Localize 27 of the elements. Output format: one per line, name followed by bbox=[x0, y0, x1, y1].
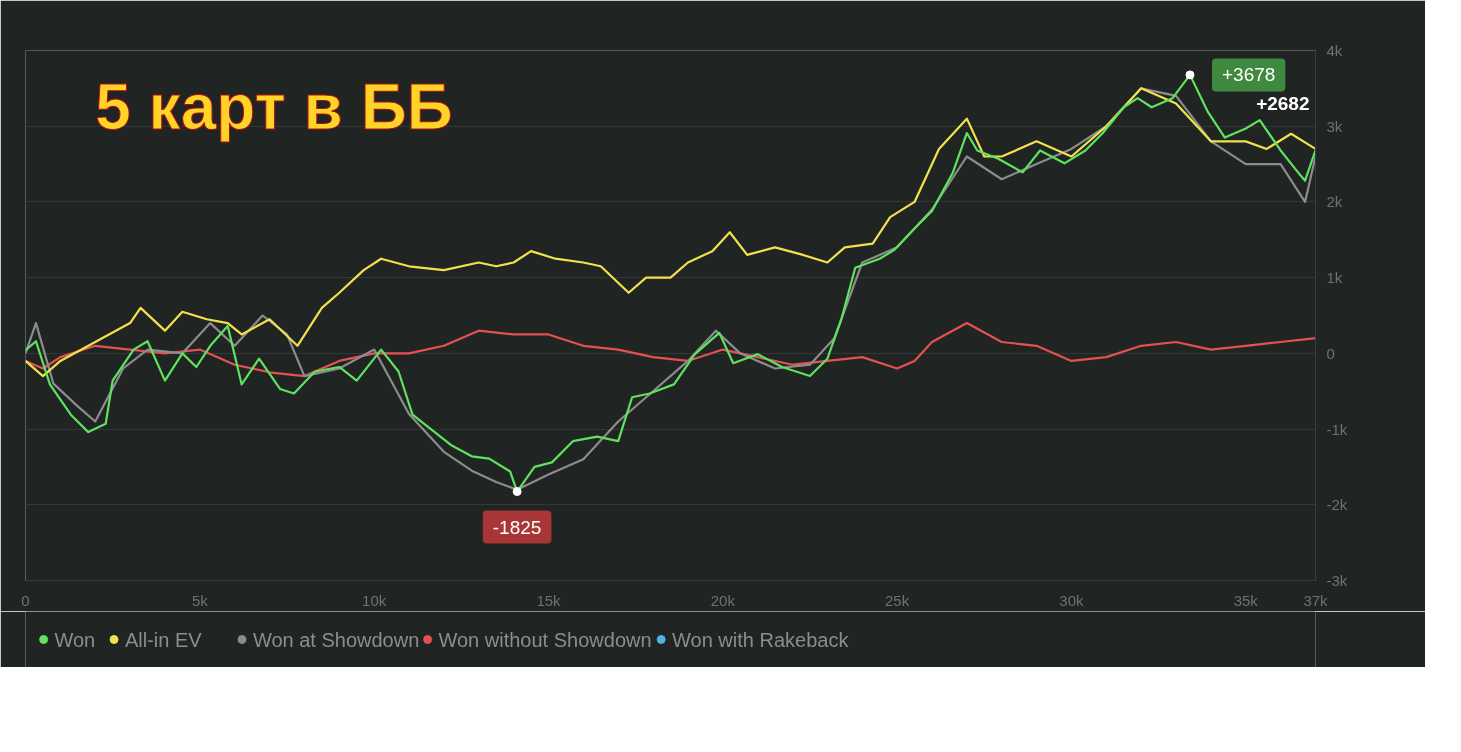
annotation: +3678 bbox=[1221, 64, 1276, 86]
legend-label: Won without Showdown bbox=[438, 628, 652, 651]
x-tick-label: 25k bbox=[885, 591, 910, 609]
y-tick-label: -3k bbox=[1326, 572, 1348, 589]
x-tick-label: 35k bbox=[1233, 591, 1259, 609]
x-tick-label: 10k bbox=[362, 591, 387, 609]
line-series bbox=[25, 321, 1316, 378]
y-tick-label: 3k bbox=[1326, 117, 1343, 135]
x-tick-label: 5k bbox=[191, 591, 209, 609]
x-tick-label: 20k bbox=[710, 591, 736, 609]
x-tick-label: 0 bbox=[21, 591, 30, 609]
legend-label: Won bbox=[54, 628, 96, 651]
y-tick-label: 2k bbox=[1326, 193, 1343, 211]
y-tick-label: 4k bbox=[1326, 42, 1343, 59]
y-tick-label: 0 bbox=[1326, 344, 1335, 362]
legend-label: Won with Rakeback bbox=[672, 628, 850, 651]
x-tick-label: 37k bbox=[1303, 591, 1329, 609]
y-tick-label: -1k bbox=[1326, 420, 1348, 438]
x-tick-label: 30k bbox=[1059, 591, 1085, 609]
annotation: +2682 bbox=[1256, 93, 1310, 115]
y-tick-label: -2k bbox=[1326, 496, 1348, 514]
x-tick-label: 15k bbox=[536, 591, 562, 609]
y-tick-label: 1k bbox=[1326, 269, 1343, 287]
legend-label: All-in EV bbox=[124, 628, 203, 651]
legend-label: Won at Showdown bbox=[252, 628, 420, 651]
annotation: -1825 bbox=[492, 516, 542, 538]
chart-title: 5 карт в ББ bbox=[95, 70, 453, 143]
